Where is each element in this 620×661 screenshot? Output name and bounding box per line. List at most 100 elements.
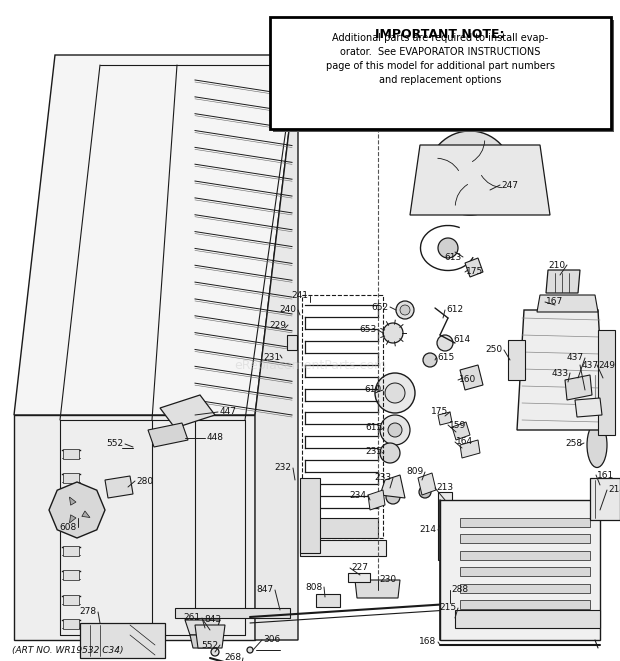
Text: 433: 433 bbox=[551, 368, 569, 377]
Circle shape bbox=[206, 611, 210, 615]
Circle shape bbox=[385, 383, 405, 403]
Polygon shape bbox=[465, 258, 483, 277]
Circle shape bbox=[400, 305, 410, 315]
Polygon shape bbox=[82, 511, 90, 518]
Polygon shape bbox=[440, 500, 600, 640]
Polygon shape bbox=[63, 449, 79, 459]
Text: 615: 615 bbox=[437, 354, 454, 362]
Text: (ART NO. WR19532 C34): (ART NO. WR19532 C34) bbox=[12, 646, 123, 654]
Circle shape bbox=[236, 611, 239, 615]
Circle shape bbox=[539, 207, 545, 213]
Text: Additional parts are required to install evap-
orator.  See EVAPORATOR INSTRUCTI: Additional parts are required to install… bbox=[326, 32, 555, 85]
Text: 258: 258 bbox=[565, 438, 583, 447]
Polygon shape bbox=[460, 534, 590, 543]
Polygon shape bbox=[460, 600, 590, 609]
Text: 437: 437 bbox=[582, 360, 598, 369]
Text: 652: 652 bbox=[371, 303, 389, 311]
Polygon shape bbox=[190, 635, 215, 648]
Polygon shape bbox=[355, 580, 400, 598]
Text: 808: 808 bbox=[306, 582, 322, 592]
Text: 448: 448 bbox=[206, 434, 223, 442]
Polygon shape bbox=[63, 619, 79, 629]
Polygon shape bbox=[460, 440, 480, 458]
Circle shape bbox=[438, 238, 458, 258]
Polygon shape bbox=[63, 546, 79, 556]
Polygon shape bbox=[287, 335, 297, 350]
Polygon shape bbox=[63, 595, 79, 605]
Text: 233: 233 bbox=[374, 473, 392, 483]
Text: 614: 614 bbox=[453, 336, 471, 344]
Polygon shape bbox=[69, 515, 76, 523]
Circle shape bbox=[415, 207, 421, 213]
Polygon shape bbox=[460, 584, 590, 593]
Circle shape bbox=[285, 611, 289, 615]
FancyBboxPatch shape bbox=[273, 20, 614, 132]
Polygon shape bbox=[368, 490, 385, 510]
Polygon shape bbox=[460, 551, 590, 560]
Circle shape bbox=[186, 611, 190, 615]
Text: 232: 232 bbox=[275, 463, 291, 473]
Text: 215: 215 bbox=[440, 603, 456, 613]
Circle shape bbox=[196, 611, 200, 615]
Text: 288: 288 bbox=[451, 586, 469, 594]
Text: 231: 231 bbox=[264, 354, 281, 362]
Polygon shape bbox=[300, 478, 320, 553]
Polygon shape bbox=[598, 330, 615, 435]
Polygon shape bbox=[546, 270, 580, 293]
Text: 234: 234 bbox=[350, 490, 366, 500]
Text: 437: 437 bbox=[567, 354, 583, 362]
Text: 229: 229 bbox=[270, 321, 286, 329]
Ellipse shape bbox=[587, 422, 607, 467]
Text: 261: 261 bbox=[184, 613, 200, 623]
Polygon shape bbox=[69, 497, 76, 505]
Polygon shape bbox=[565, 375, 592, 400]
Text: 247: 247 bbox=[502, 180, 518, 190]
Circle shape bbox=[386, 490, 400, 504]
Polygon shape bbox=[455, 610, 600, 628]
Polygon shape bbox=[316, 594, 340, 607]
Text: 210: 210 bbox=[549, 260, 565, 270]
Circle shape bbox=[532, 147, 538, 153]
Circle shape bbox=[462, 165, 478, 181]
Polygon shape bbox=[305, 518, 378, 538]
Text: 161: 161 bbox=[598, 471, 614, 479]
Polygon shape bbox=[517, 310, 605, 430]
Circle shape bbox=[247, 647, 253, 653]
Circle shape bbox=[437, 335, 453, 351]
Text: 227: 227 bbox=[352, 563, 368, 572]
FancyBboxPatch shape bbox=[270, 17, 611, 129]
Polygon shape bbox=[380, 475, 405, 498]
Text: 612: 612 bbox=[446, 305, 464, 315]
Circle shape bbox=[380, 415, 410, 445]
Circle shape bbox=[383, 323, 403, 343]
Text: 847: 847 bbox=[257, 586, 273, 594]
Polygon shape bbox=[148, 423, 188, 447]
Polygon shape bbox=[348, 573, 370, 582]
Text: 241: 241 bbox=[291, 292, 309, 301]
Text: 164: 164 bbox=[456, 438, 474, 446]
Polygon shape bbox=[105, 476, 133, 498]
Text: 610: 610 bbox=[365, 385, 382, 395]
Text: 268: 268 bbox=[224, 654, 242, 661]
Text: 250: 250 bbox=[485, 346, 503, 354]
Text: 235: 235 bbox=[365, 447, 383, 457]
Circle shape bbox=[246, 611, 249, 615]
Text: 613: 613 bbox=[445, 253, 462, 262]
Polygon shape bbox=[590, 478, 620, 520]
Text: 175: 175 bbox=[432, 407, 449, 416]
Circle shape bbox=[216, 611, 219, 615]
Text: 809: 809 bbox=[406, 467, 423, 477]
Text: 843: 843 bbox=[205, 615, 221, 625]
Polygon shape bbox=[185, 620, 220, 635]
Polygon shape bbox=[80, 623, 165, 658]
Polygon shape bbox=[63, 522, 79, 532]
Text: 447: 447 bbox=[219, 407, 236, 416]
Polygon shape bbox=[460, 365, 483, 390]
Polygon shape bbox=[63, 473, 79, 483]
Circle shape bbox=[375, 373, 415, 413]
Circle shape bbox=[428, 131, 512, 215]
Circle shape bbox=[419, 486, 431, 498]
Text: 552: 552 bbox=[202, 641, 219, 650]
Text: 280: 280 bbox=[136, 477, 154, 485]
Text: 214: 214 bbox=[420, 525, 436, 535]
